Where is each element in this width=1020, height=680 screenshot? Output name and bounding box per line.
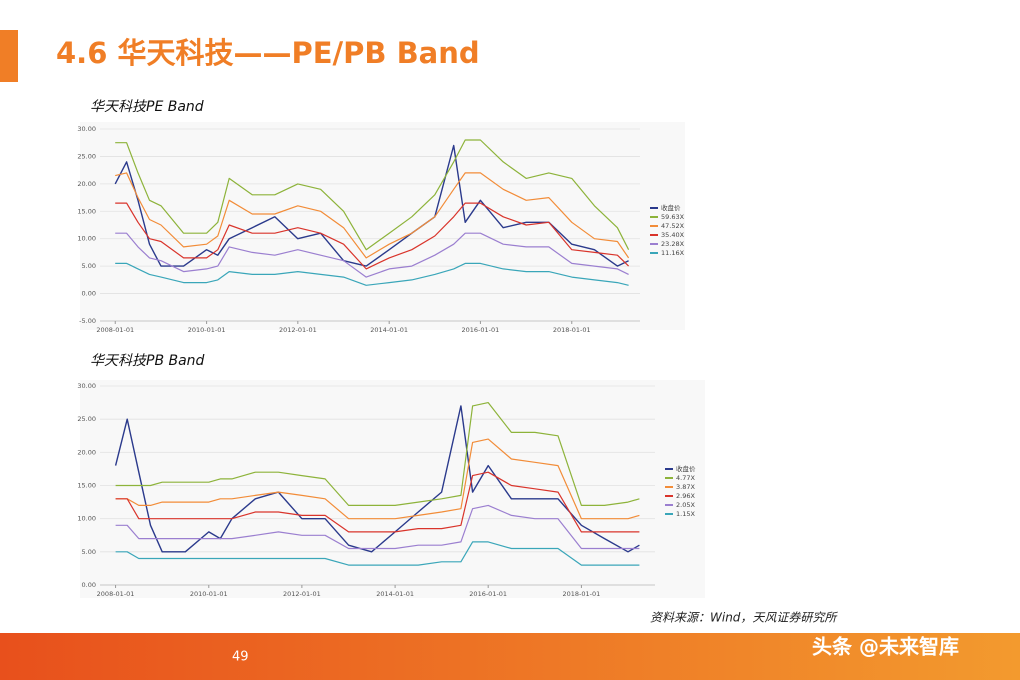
y-tick-label: 15.00 [77, 482, 96, 490]
x-tick-label: 2012-01-01 [279, 326, 317, 334]
y-tick-label: 15.00 [77, 207, 96, 215]
legend-label: 收盘价 [661, 203, 681, 212]
y-tick-label: 25.00 [77, 152, 96, 160]
y-tick-label: 10.00 [77, 515, 96, 523]
y-tick-label: 5.00 [82, 262, 96, 270]
chart-title: 华天科技PB Band [90, 353, 205, 369]
legend-label: 35.40X [661, 231, 685, 239]
y-tick-label: 5.00 [82, 548, 96, 556]
legend-label: 47.52X [661, 222, 685, 230]
y-tick-label: 20.00 [77, 180, 96, 188]
series-line [115, 232, 629, 278]
y-tick-label: 30.00 [77, 125, 96, 133]
x-tick-label: 2016-01-01 [469, 590, 507, 598]
x-tick-label: 2018-01-01 [563, 590, 601, 598]
y-tick-label: -5.00 [79, 317, 96, 325]
legend-label: 收盘价 [676, 464, 696, 473]
page-number: 49 [232, 650, 249, 665]
legend-label: 3.87X [676, 483, 695, 491]
y-tick-label: 25.00 [77, 415, 96, 423]
series-line [115, 139, 630, 251]
slide-title: 4.6 华天科技——PE/PB Band [56, 36, 480, 70]
series-line [115, 504, 640, 550]
series-line [115, 172, 630, 259]
series-line [115, 202, 630, 270]
series-line [115, 471, 640, 533]
watermark: 头条 @未来智库 [812, 635, 959, 659]
legend-label: 2.96X [676, 492, 695, 500]
y-tick-label: 10.00 [77, 235, 96, 243]
legend-label: 1.15X [676, 510, 695, 518]
series-line [115, 262, 629, 286]
x-tick-label: 2014-01-01 [370, 326, 408, 334]
y-tick-label: 30.00 [77, 382, 96, 390]
y-tick-label: 20.00 [77, 448, 96, 456]
x-tick-label: 2012-01-01 [283, 590, 321, 598]
x-tick-label: 2008-01-01 [97, 590, 135, 598]
x-tick-label: 2010-01-01 [190, 590, 228, 598]
series-line [115, 402, 640, 506]
y-tick-label: 0.00 [82, 581, 96, 589]
legend-label: 59.63X [661, 213, 685, 221]
x-tick-label: 2014-01-01 [376, 590, 414, 598]
legend-label: 11.16X [661, 249, 685, 257]
series-line [115, 541, 640, 566]
x-tick-label: 2016-01-01 [462, 326, 500, 334]
x-tick-label: 2018-01-01 [553, 326, 591, 334]
chart-frame [80, 122, 685, 330]
legend-label: 4.77X [676, 474, 695, 482]
source-note: 资料来源：Wind，天风证券研究所 [650, 611, 838, 625]
x-tick-label: 2010-01-01 [188, 326, 226, 334]
legend-label: 23.28X [661, 240, 685, 248]
chart-frame [80, 380, 705, 598]
footer-band [0, 633, 1020, 680]
title-accent [0, 30, 18, 82]
chart-title: 华天科技PE Band [90, 99, 204, 115]
x-tick-label: 2008-01-01 [96, 326, 134, 334]
series-line [115, 438, 640, 520]
y-tick-label: 0.00 [82, 290, 96, 298]
legend-label: 2.05X [676, 501, 695, 509]
